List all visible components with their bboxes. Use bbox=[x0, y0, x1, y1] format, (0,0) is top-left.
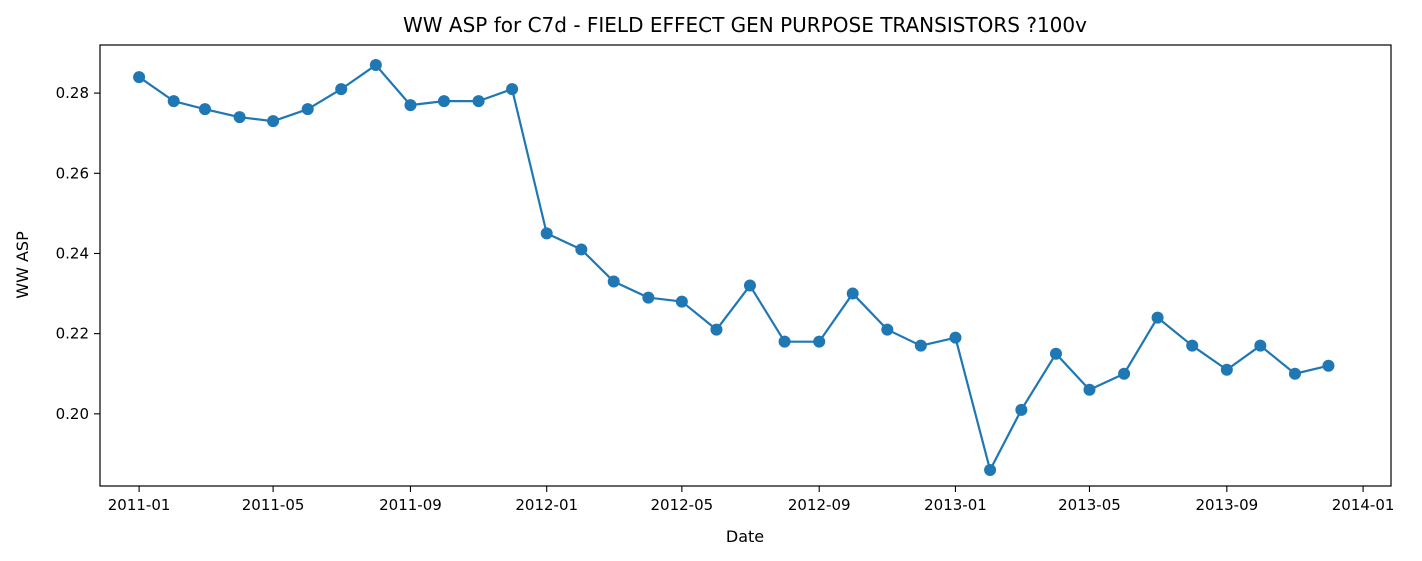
data-point bbox=[710, 323, 723, 336]
data-point bbox=[301, 103, 314, 116]
data-point bbox=[1322, 359, 1335, 372]
x-tick-label: 2013-09 bbox=[1195, 496, 1258, 514]
data-point bbox=[1151, 311, 1164, 324]
data-point bbox=[404, 99, 417, 112]
plot-frame bbox=[99, 44, 1392, 487]
x-tick-label: 2013-01 bbox=[924, 496, 987, 514]
data-point bbox=[949, 331, 962, 344]
y-tick-label: 0.24 bbox=[56, 244, 89, 262]
series-line bbox=[138, 63, 1329, 472]
data-point bbox=[1118, 367, 1131, 380]
data-point bbox=[813, 335, 826, 348]
y-tick-label: 0.28 bbox=[56, 84, 89, 102]
data-point bbox=[743, 279, 756, 292]
data-point bbox=[267, 115, 280, 128]
x-tick-label: 2012-01 bbox=[515, 496, 578, 514]
x-tick-label: 2013-05 bbox=[1058, 496, 1121, 514]
data-point bbox=[914, 339, 927, 352]
data-point bbox=[540, 227, 553, 240]
data-point bbox=[133, 71, 146, 84]
y-axis-label: WW ASP bbox=[13, 231, 32, 299]
x-tick-label: 2012-09 bbox=[788, 496, 851, 514]
data-point bbox=[675, 295, 688, 308]
chart-title: WW ASP for C7d - FIELD EFFECT GEN PURPOS… bbox=[403, 13, 1087, 37]
data-point bbox=[607, 275, 620, 288]
data-point bbox=[198, 103, 211, 116]
x-tick-label: 2011-01 bbox=[108, 496, 171, 514]
data-point bbox=[1049, 347, 1062, 360]
data-point bbox=[1254, 339, 1267, 352]
data-point bbox=[575, 243, 588, 256]
data-point bbox=[335, 83, 348, 96]
x-tick-label: 2014-01 bbox=[1332, 496, 1395, 514]
data-point bbox=[506, 83, 519, 96]
data-point bbox=[369, 59, 382, 72]
data-point bbox=[233, 111, 246, 124]
y-tick-label: 0.26 bbox=[56, 164, 89, 182]
data-point bbox=[881, 323, 894, 336]
data-point bbox=[1288, 367, 1301, 380]
y-tick-label: 0.20 bbox=[56, 405, 89, 423]
x-tick-label: 2011-09 bbox=[379, 496, 442, 514]
data-point bbox=[1186, 339, 1199, 352]
data-point bbox=[846, 287, 859, 300]
y-tick-label: 0.22 bbox=[56, 325, 89, 343]
data-point bbox=[1015, 403, 1028, 416]
y-axis: 0.20 0.22 0.24 0.26 0.28 bbox=[56, 84, 100, 423]
plot-area bbox=[133, 59, 1335, 476]
data-point bbox=[167, 95, 180, 108]
x-tick-label: 2011-05 bbox=[242, 496, 305, 514]
x-axis-label: Date bbox=[726, 527, 764, 546]
data-point bbox=[1083, 383, 1096, 396]
data-point bbox=[642, 291, 655, 304]
data-point bbox=[778, 335, 791, 348]
data-point bbox=[984, 463, 997, 476]
data-point bbox=[1220, 363, 1233, 376]
x-tick-label: 2012-05 bbox=[650, 496, 713, 514]
data-point bbox=[472, 95, 485, 108]
x-axis: 2011-01 2011-05 2011-09 2012-01 2012-05 2012-… bbox=[108, 486, 1395, 514]
data-point bbox=[437, 95, 450, 108]
